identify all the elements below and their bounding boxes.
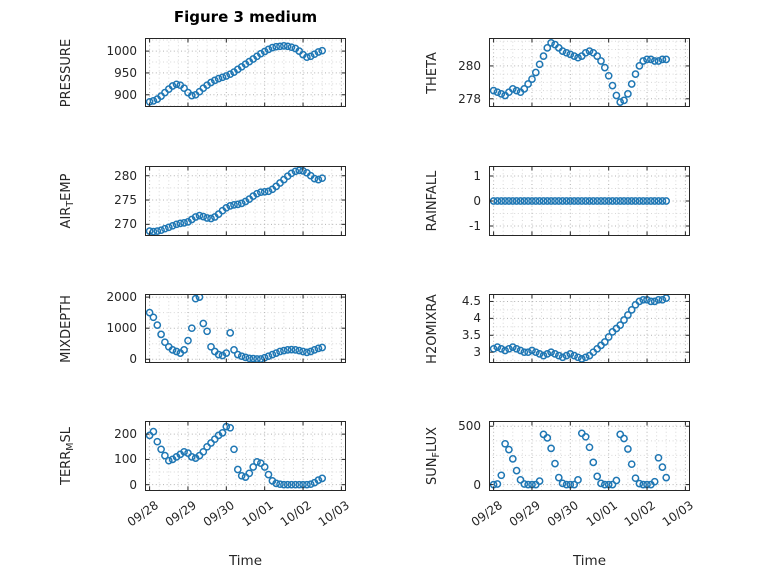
y-tick-label: 0: [473, 477, 481, 492]
y-axis-label-subscript: T: [65, 200, 76, 207]
series-markers-h2omixra: [489, 294, 671, 363]
subplot-air-temp: 270 275 280 AIRTEMP: [59, 166, 346, 236]
y-axis-label-text: EMP: [59, 173, 74, 201]
y-tick-label: 100: [114, 452, 137, 467]
series-markers-sun-flux: [489, 429, 671, 489]
plot-area-air-temp: [145, 166, 346, 236]
subplot-terr-msl: 0 100 200 TERRMSL 09/28 09/29 09/30 10/01 10/02 1…: [59, 421, 352, 529]
x-axis-label-right: Time: [572, 553, 607, 569]
plot-area-sun-flux: [489, 421, 690, 491]
y-tick-label: 3.5: [461, 328, 481, 343]
plot-area-h2omixra: [489, 294, 690, 363]
y-axis-label-text: H2OMIXRA: [425, 293, 440, 364]
y-tick-label: 0: [473, 194, 481, 208]
series-markers-mixdepth: [145, 294, 327, 363]
y-axis-label-sun-flux: SUNFLUX: [424, 381, 442, 531]
subplot-h2omixra: 3 3.5 4 4.5 H2OMIXRA: [425, 294, 690, 363]
y-axis-label-text: THETA: [425, 51, 440, 94]
y-tick-label: 280: [458, 58, 481, 73]
y-tick-label: 200: [114, 427, 137, 442]
plot-area-theta: [489, 38, 690, 107]
subplot-rainfall: -1 0 1 RAINFALL: [425, 166, 690, 236]
plot-area-mixdepth: [145, 294, 346, 363]
y-tick-label: 0: [129, 477, 137, 492]
y-axis-label-text: SL: [59, 427, 74, 443]
y-axis-label-text: MIXDEPTH: [59, 294, 74, 363]
subplot-sun-flux: 0 500 SUNFLUX 09/28 09/29 09/30 10/01 10/02 10/0…: [425, 419, 696, 529]
y-axis-label-subscript: M: [65, 442, 76, 451]
plot-area-pressure: [145, 38, 346, 107]
y-tick-label: 275: [114, 193, 137, 208]
series-markers-theta: [489, 39, 671, 106]
series-markers-rainfall: [489, 197, 671, 205]
y-tick-label: 3: [473, 345, 481, 360]
plot-area-rainfall: [489, 166, 690, 236]
y-axis-label-text: SUN: [425, 457, 440, 486]
y-tick-label: 1: [473, 168, 481, 183]
y-tick-label: 1000: [106, 321, 137, 336]
y-tick-label: 280: [114, 168, 137, 183]
subplot-pressure: 900 950 1000 PRESSURE: [59, 38, 346, 107]
y-tick-label: 900: [114, 87, 137, 102]
y-axis-label-text: LUX: [425, 427, 440, 453]
subplot-mixdepth: 0 1000 2000 MIXDEPTH: [59, 290, 346, 366]
y-tick-label: -1: [469, 219, 481, 233]
y-tick-label: 1000: [106, 44, 137, 59]
figure-title: Figure 3 medium: [173, 8, 318, 26]
series-markers-terr-msl: [145, 422, 327, 489]
y-axis-label-subscript: F: [431, 452, 442, 458]
y-tick-label: 4.5: [461, 294, 481, 309]
y-axis-label-text: RAINFALL: [425, 170, 440, 232]
subplot-theta: 278 280 THETA: [425, 38, 690, 107]
y-tick-label: 2000: [106, 290, 137, 305]
y-tick-label: 500: [458, 419, 481, 434]
series-markers-air-temp: [145, 166, 327, 236]
y-axis-label-terr-msl: TERRMSL: [58, 381, 76, 531]
y-tick-label: 278: [458, 91, 481, 106]
y-tick-label: 270: [114, 217, 137, 232]
y-axis-label-text: AIR: [59, 206, 74, 229]
series-markers-pressure: [145, 42, 327, 106]
x-axis-label-left: Time: [228, 553, 263, 569]
y-tick-label: 0: [129, 352, 137, 367]
y-axis-label-text: PRESSURE: [59, 38, 74, 107]
y-tick-label: 950: [114, 65, 137, 80]
plot-area-terr-msl: [145, 421, 346, 491]
y-axis-label-text: TERR: [59, 450, 74, 485]
y-tick-label: 4: [473, 311, 481, 326]
